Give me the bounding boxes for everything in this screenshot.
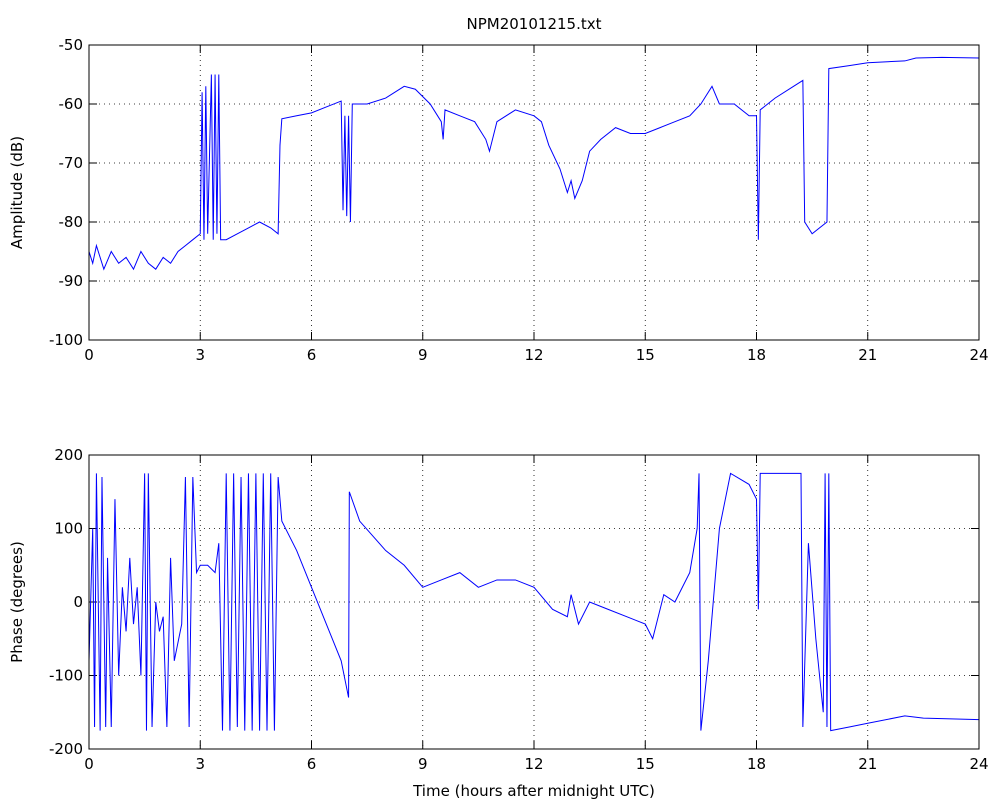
y-tick-label: -50 <box>59 36 84 54</box>
y-tick-label: -70 <box>59 154 84 172</box>
y-tick-label: 100 <box>54 520 83 538</box>
x-tick-label: 21 <box>858 755 877 773</box>
x-tick-label: 0 <box>84 755 94 773</box>
axes-frame <box>88 44 980 341</box>
x-tick-label: 0 <box>84 346 94 364</box>
x-tick-label: 24 <box>969 346 988 364</box>
y-tick-label: -200 <box>49 740 83 758</box>
x-tick-label: 9 <box>418 755 428 773</box>
y-tick-label: -60 <box>59 95 84 113</box>
x-tick-label: 15 <box>636 755 655 773</box>
x-tick-label: 6 <box>307 755 317 773</box>
y-axis-label: Phase (degrees) <box>8 541 26 663</box>
axes-frame <box>88 454 980 750</box>
x-tick-label: 24 <box>969 755 988 773</box>
data-line <box>88 472 980 732</box>
y-tick-label: -100 <box>49 667 83 685</box>
x-tick-label: 18 <box>747 755 766 773</box>
x-axis-label: Time (hours after midnight UTC) <box>412 782 655 800</box>
y-tick-label: 0 <box>73 593 83 611</box>
x-tick-label: 3 <box>195 346 205 364</box>
chart-title: NPM20101215.txt <box>467 15 602 33</box>
x-tick-label: 18 <box>747 346 766 364</box>
x-tick-label: 9 <box>418 346 428 364</box>
data-line <box>88 56 980 271</box>
x-tick-label: 15 <box>636 346 655 364</box>
x-tick-label: 6 <box>307 346 317 364</box>
x-tick-label: 12 <box>524 755 543 773</box>
y-tick-label: 200 <box>54 446 83 464</box>
y-tick-label: -90 <box>59 272 84 290</box>
x-tick-label: 12 <box>524 346 543 364</box>
y-tick-label: -80 <box>59 213 84 231</box>
x-tick-label: 3 <box>195 755 205 773</box>
x-tick-label: 21 <box>858 346 877 364</box>
y-tick-label: -100 <box>49 331 83 349</box>
y-axis-label: Amplitude (dB) <box>8 136 26 249</box>
